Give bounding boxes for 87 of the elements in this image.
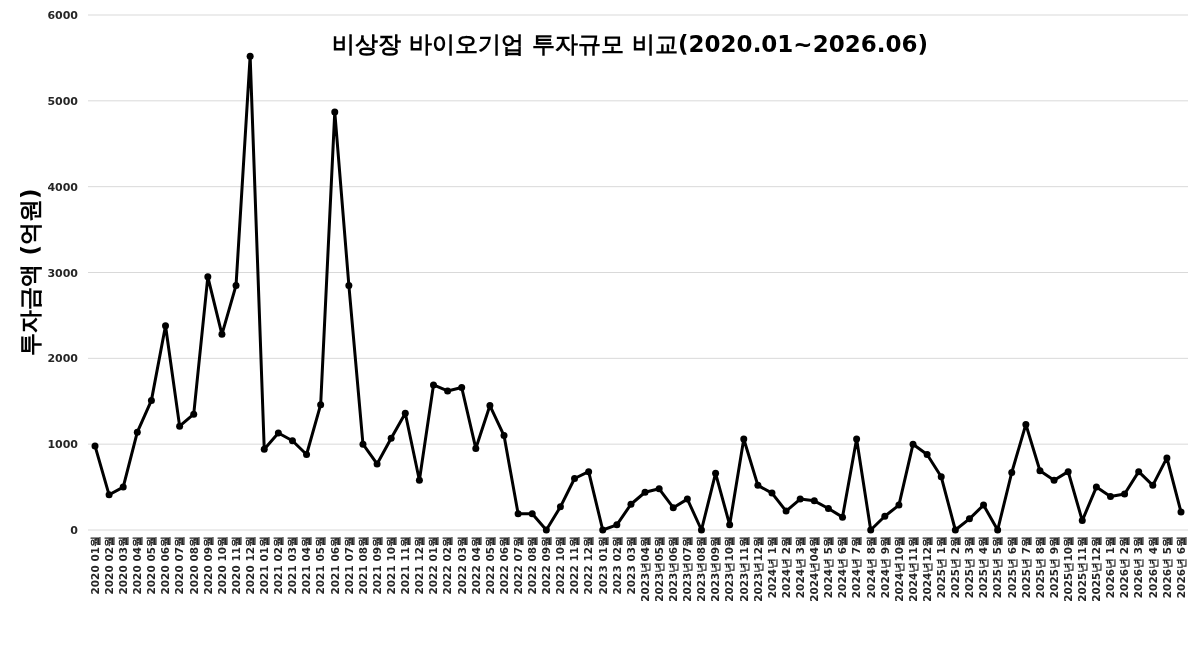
- x-tick-label: 2025년 1월: [935, 536, 948, 599]
- x-tick-label: 2024년 8월: [864, 536, 877, 599]
- x-tick-label: 2025년11월: [1076, 536, 1089, 602]
- x-tick-label: 2022 07월: [511, 536, 524, 595]
- y-tick-label: 4000: [47, 180, 79, 194]
- x-tick-label: 2021 03월: [286, 536, 299, 595]
- y-tick-label: 0: [70, 524, 79, 537]
- x-tick-label: 2024년 2월: [779, 536, 792, 599]
- x-tick-label: 2021 09월: [370, 536, 383, 595]
- x-tick-label: 2023년05월: [652, 536, 665, 602]
- x-tick-label: 2025년 7월: [1019, 536, 1032, 599]
- x-tick-label: 2025년 3월: [963, 536, 976, 599]
- y-tick-label: 6000: [47, 9, 79, 22]
- x-tick-label: 2025년 4월: [977, 536, 990, 599]
- text: 비상장 바이오기업 투자규모 비교(2020.01~2026.06): [332, 31, 928, 57]
- x-tick-label: 2024년 1월: [765, 536, 778, 599]
- x-tick-label: 2022 06월: [497, 536, 510, 595]
- x-tick-label: 2024년12월: [920, 536, 933, 602]
- x-tick-label: 2023년10월: [723, 536, 736, 602]
- x-tick-label: 2025년 5월: [991, 536, 1004, 599]
- x-tick-label: 2021 08월: [356, 536, 369, 595]
- x-tick-label: 2023년08월: [695, 536, 708, 602]
- x-tick-label: 2025년 6월: [1005, 536, 1018, 599]
- x-tick-label: 2023년04월: [638, 536, 651, 602]
- x-tick-label: 2020 02월: [102, 536, 115, 595]
- x-tick-label: 2023년09월: [709, 536, 722, 602]
- x-tick-label: 2020 06월: [159, 536, 172, 595]
- x-tick-label: 2023년07월: [681, 536, 694, 602]
- x-tick-label: 2021 11월: [399, 536, 412, 595]
- x-tick-label: 2023년11월: [737, 536, 750, 602]
- x-tick-label: 2026년 4월: [1146, 536, 1159, 599]
- x-tick-label: 2022 03월: [455, 536, 468, 595]
- x-tick-label: 2023년06월: [667, 536, 680, 602]
- y-axis-title: 투자금액 (억원): [17, 188, 43, 356]
- x-tick-label: 2024년 5월: [822, 536, 835, 599]
- x-tick-label: 2020 10월: [215, 536, 228, 595]
- x-tick-label: 2026년 2월: [1118, 536, 1131, 599]
- x-tick-label: 2025년 2월: [949, 536, 962, 599]
- x-tick-label: 2024년 7월: [850, 536, 863, 599]
- x-tick-label: 2023 03월: [624, 536, 637, 595]
- x-tick-label: 2022 05월: [483, 536, 496, 595]
- x-tick-label: 2021 02월: [272, 536, 285, 595]
- x-tick-label: 2026년 3월: [1132, 536, 1145, 599]
- x-tick-label: 2020 08월: [187, 536, 200, 595]
- x-tick-label: 2021 06월: [328, 536, 341, 595]
- x-tick-label: 2023년12월: [751, 536, 764, 602]
- x-tick-label: 2020 03월: [117, 536, 130, 595]
- x-tick-label: 2020 09월: [201, 536, 214, 595]
- x-tick-label: 2025년 9월: [1047, 536, 1060, 599]
- x-tick-label: 2026년 1월: [1104, 536, 1117, 599]
- x-tick-label: 2024년11월: [906, 536, 919, 602]
- x-tick-label: 2025년 8월: [1033, 536, 1046, 599]
- x-tick-label: 2020 12월: [243, 536, 256, 595]
- y-tick-label: 2000: [47, 352, 79, 366]
- x-tick-label: 2026년 6월: [1174, 536, 1187, 599]
- x-tick-label: 2022 12월: [582, 536, 595, 595]
- x-tick-label: 2022 02월: [441, 536, 454, 595]
- y-tick-label: 1000: [47, 438, 79, 452]
- x-tick-label: 2022 08월: [526, 536, 539, 595]
- y-tick-label: 3000: [47, 266, 79, 280]
- x-tick-label: 2026년 5월: [1160, 536, 1173, 599]
- x-tick-label: 2025년12월: [1090, 536, 1103, 602]
- x-tick-label: 2024년04월: [808, 536, 821, 602]
- y-tick-label: 5000: [47, 94, 79, 108]
- x-tick-label: 2022 01월: [427, 536, 440, 595]
- x-tick-label: 2021 01월: [258, 536, 271, 595]
- x-tick-label: 2024년 9월: [878, 536, 891, 599]
- x-tick-label: 2025년10월: [1061, 536, 1074, 602]
- x-tick-label: 2024년10월: [892, 536, 905, 602]
- x-tick-label: 2020 05월: [145, 536, 158, 595]
- x-tick-label: 2024년 3월: [793, 536, 806, 599]
- x-tick-label: 2023 01월: [596, 536, 609, 595]
- x-tick-label: 2022 10월: [554, 536, 567, 595]
- x-tick-label: 2021 10월: [384, 536, 397, 595]
- x-tick-label: 2021 05월: [314, 536, 327, 595]
- x-tick-label: 2020 01월: [88, 536, 101, 595]
- x-tick-label: 2024년 6월: [836, 536, 849, 599]
- x-tick-label: 2021 12월: [413, 536, 426, 595]
- x-tick-label: 2021 07월: [342, 536, 355, 595]
- x-tick-label: 2022 11월: [568, 536, 581, 595]
- x-tick-label: 2023 02월: [610, 536, 623, 595]
- x-tick-label: 2020 07월: [173, 536, 186, 595]
- x-tick-label: 2020 11월: [229, 536, 242, 595]
- x-tick-label: 2022 09월: [540, 536, 553, 595]
- x-tick-label: 2022 04월: [469, 536, 482, 595]
- x-tick-label: 2021 04월: [300, 536, 313, 595]
- x-tick-label: 2020 04월: [131, 536, 144, 595]
